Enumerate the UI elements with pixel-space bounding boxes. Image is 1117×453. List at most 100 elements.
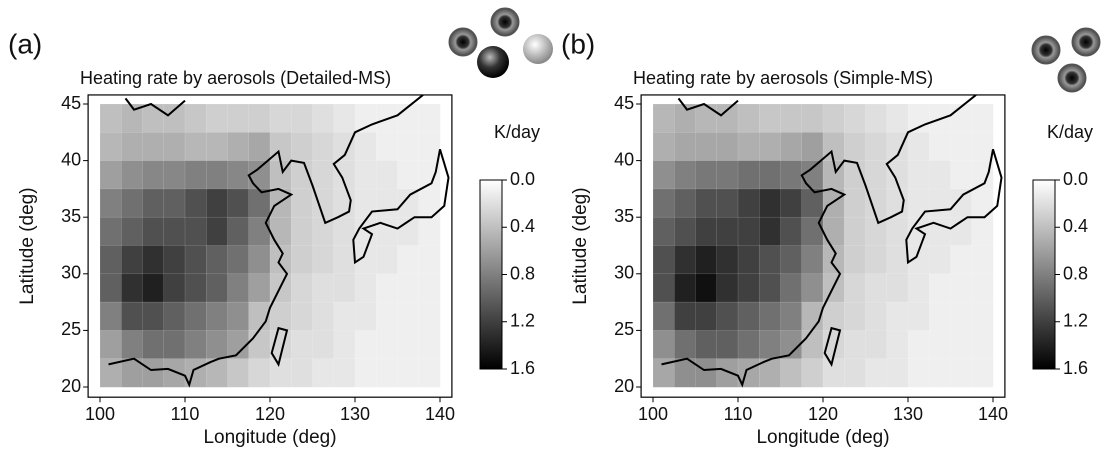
heatmap-cell	[844, 273, 867, 303]
heatmap-cell	[716, 301, 739, 331]
heatmap-cell	[312, 358, 335, 388]
heatmap-cell	[695, 358, 718, 388]
colorbar-tick-label: 0.8	[510, 263, 535, 283]
heatmap-cell	[822, 216, 845, 247]
heatmap-cell	[121, 330, 144, 360]
heatmap-cell	[121, 188, 144, 218]
heatmap-cell	[227, 216, 250, 247]
heatmap-cell	[376, 330, 399, 360]
heatmap-cell	[652, 273, 675, 303]
heatmap-cell	[971, 301, 994, 331]
heatmap-cell	[206, 330, 229, 360]
colorbar	[1032, 179, 1056, 370]
heatmap-cell	[674, 216, 697, 247]
heatmap-cell	[759, 330, 782, 360]
heatmap-cell	[184, 301, 207, 331]
heatmap-cell	[418, 103, 441, 133]
heatmap-cell	[759, 301, 782, 331]
heatmap-cell	[865, 358, 888, 388]
heatmap-cell	[333, 358, 356, 388]
heatmap-cell	[163, 132, 186, 162]
heatmap-cell	[248, 160, 271, 190]
heatmap-cell	[907, 160, 930, 190]
heatmap-cell	[163, 301, 186, 331]
heatmap-cell	[652, 103, 675, 133]
heatmap-cell	[291, 103, 314, 133]
heatmap-cell	[929, 245, 952, 275]
heatmap-cell	[801, 132, 824, 162]
heatmap-cell	[950, 188, 973, 218]
heatmap-cell	[227, 132, 250, 162]
heatmap-cell	[163, 216, 186, 247]
colorbar-label: K/day	[494, 122, 540, 142]
heatmap-cell	[716, 245, 739, 275]
heatmap-cell	[716, 160, 739, 190]
heatmap-cell	[184, 216, 207, 247]
heatmap-cell	[886, 103, 909, 133]
x-tick-label: 140	[978, 404, 1008, 424]
y-axis-label: Latitude (deg)	[17, 187, 38, 304]
heatmap-cell	[248, 330, 271, 360]
heatmap-cell	[333, 245, 356, 275]
heatmap-cell	[206, 245, 229, 275]
colorbar-tick-label: 0.4	[510, 216, 535, 236]
heatmap-cell	[269, 216, 292, 247]
x-tick-label: 120	[255, 404, 285, 424]
heatmap-cell	[674, 132, 697, 162]
heatmap-cell	[99, 160, 122, 190]
heatmap-cell	[397, 160, 420, 190]
heatmap-cell	[971, 330, 994, 360]
heatmap-cell	[652, 245, 675, 275]
heatmap-cell	[737, 301, 760, 331]
heatmap-cell	[121, 245, 144, 275]
heatmap-cell	[312, 245, 335, 275]
heatmap-cell	[971, 103, 994, 133]
x-tick-label: 100	[638, 404, 668, 424]
heatmap-cell	[844, 188, 867, 218]
heatmap-cell	[206, 132, 229, 162]
heatmap-cell	[354, 160, 377, 190]
x-tick-label: 100	[85, 404, 115, 424]
heatmap-cell	[248, 188, 271, 218]
heatmap-cell	[780, 188, 803, 218]
heatmap-cell	[674, 301, 697, 331]
heatmap-cell	[652, 330, 675, 360]
heatmap-cell	[354, 188, 377, 218]
heatmap-cell	[716, 103, 739, 133]
heatmap-cell	[695, 216, 718, 247]
heatmap-cell	[801, 358, 824, 388]
heatmap-cell	[716, 273, 739, 303]
heatmap-cell	[184, 160, 207, 190]
heatmap-cell	[695, 245, 718, 275]
heatmap-cell	[376, 188, 399, 218]
y-tick-label: 25	[61, 319, 81, 339]
heatmap-cell	[206, 216, 229, 247]
heatmap-cell	[695, 273, 718, 303]
heatmap-cell	[376, 216, 399, 247]
heatmap-cell	[865, 216, 888, 247]
heatmap-cell	[907, 132, 930, 162]
y-tick-label: 20	[614, 376, 634, 396]
heatmap-cell	[269, 301, 292, 331]
heatmap-cell	[312, 273, 335, 303]
heatmap-cell	[865, 160, 888, 190]
y-tick-label: 30	[614, 263, 634, 283]
heatmap-cell	[737, 245, 760, 275]
heatmap-cell	[418, 330, 441, 360]
y-axis-label: Latitude (deg)	[570, 187, 591, 304]
heatmap-cell	[397, 245, 420, 275]
heatmap-cell	[759, 273, 782, 303]
heatmap-cell	[716, 188, 739, 218]
y-tick-label: 45	[614, 93, 634, 113]
heatmap-cell	[333, 216, 356, 247]
heatmap-cell	[865, 330, 888, 360]
heatmap-cell	[397, 132, 420, 162]
heatmap-cell	[121, 160, 144, 190]
heatmap-cell	[163, 330, 186, 360]
chart-title: Heating rate by aerosols (Simple-MS)	[633, 68, 933, 88]
colorbar-tick-label: 1.2	[510, 311, 535, 331]
heatmap-cell	[737, 132, 760, 162]
heatmap-cell	[716, 330, 739, 360]
heatmap-cell	[99, 245, 122, 275]
heatmap-cell	[780, 301, 803, 331]
